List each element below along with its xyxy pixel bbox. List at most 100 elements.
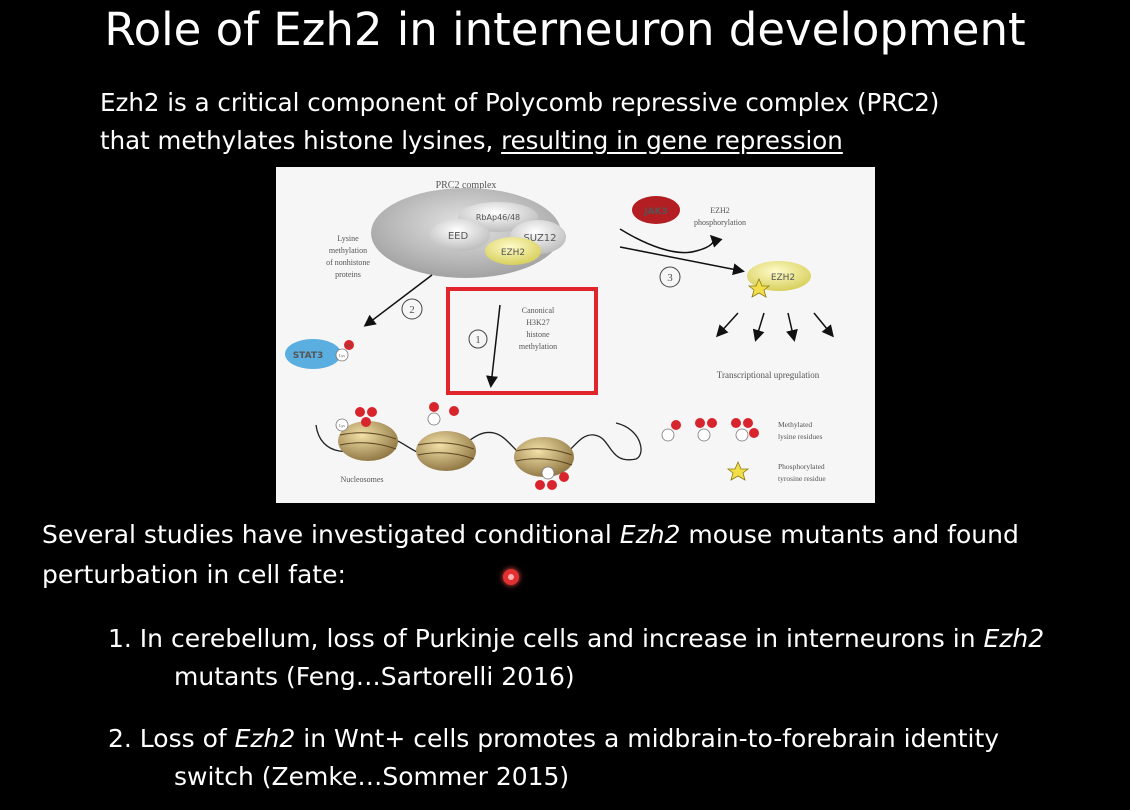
prc2-figure: PRC2 complex RbAp46/48 EED SUZ12 EZH2 Ly… <box>276 167 875 503</box>
phospho-annotation-1: EZH2 <box>710 206 730 215</box>
legend-methyl-2: lysine residues <box>778 432 822 441</box>
findings-line-2: perturbation in cell fate: <box>42 560 346 589</box>
findings-text-1: Several studies have investigated condit… <box>42 520 620 549</box>
nucleosome-3-coil <box>515 448 573 466</box>
list-item-1-number: 1. <box>108 624 132 653</box>
suz12-label: SUZ12 <box>523 233 556 244</box>
legend-me-6 <box>749 428 759 438</box>
nuc1-me-2 <box>367 407 377 417</box>
nuc3-me-2 <box>547 480 557 490</box>
left-annotation-3: of nonhistone <box>326 258 370 267</box>
slide-title: Role of Ezh2 in interneuron development <box>104 3 1026 56</box>
step-2-label: 2 <box>409 304 415 316</box>
step-3-circle <box>659 266 681 288</box>
list-item-2-line-2: switch (Zemke…Sommer 2015) <box>174 762 570 791</box>
nucleosome-1 <box>338 421 398 461</box>
ezh2-phospho-label: EZH2 <box>771 273 795 283</box>
list-item-2-text-1: Loss of <box>131 724 235 753</box>
step-2-circle <box>401 298 423 320</box>
left-annotation-1: Lysine <box>337 234 359 243</box>
canonical-annotation-4: methylation <box>519 342 557 351</box>
canonical-annotation-2: H3K27 <box>526 318 550 327</box>
nucleosome-2-coil <box>417 442 475 460</box>
list-item-2-gene: Ezh2 <box>234 724 296 753</box>
canonical-box <box>446 287 598 395</box>
upregulation-label: Transcriptional upregulation <box>717 370 820 380</box>
legend-lys-2 <box>697 428 711 442</box>
intro-line-2-plain: that methylates histone lysines, <box>100 126 502 155</box>
nuc1-lys-label: Lys <box>339 423 345 428</box>
upreg-arrow-2 <box>752 312 765 342</box>
laser-pointer-dot <box>503 569 519 585</box>
legend-phospho-2: tyrosine residue <box>778 474 826 483</box>
ezh2-label: EZH2 <box>501 248 525 258</box>
step-3-label: 3 <box>667 272 673 284</box>
findings-text-2: mouse mutants and found <box>680 520 1019 549</box>
legend-lys-3 <box>735 428 749 442</box>
nuc3-me-1 <box>535 480 545 490</box>
list-item-2: 2. Loss of Ezh2 in Wnt+ cells promotes a… <box>108 720 1128 796</box>
legend-me-5 <box>743 418 753 428</box>
legend-me-3 <box>707 418 717 428</box>
jak3-protein <box>632 196 680 224</box>
list-item-1: 1. In cerebellum, loss of Purkinje cells… <box>108 620 1128 696</box>
jak3-curved-arrow <box>619 228 723 254</box>
jak3-label: JAK3 <box>643 207 668 217</box>
intro-text: Ezh2 is a critical component of Polycomb… <box>100 84 1080 160</box>
nuc1-me-3 <box>361 417 371 427</box>
arrow-to-stat3 <box>363 274 433 327</box>
legend-star-icon <box>726 460 750 481</box>
step-1-label: 1 <box>475 334 481 346</box>
phospho-star-icon <box>747 277 771 298</box>
nuc2-lys <box>427 412 441 426</box>
list-item-2-line-1: 2. Loss of Ezh2 in Wnt+ cells promotes a… <box>108 720 1128 758</box>
upreg-arrow-1 <box>715 312 739 338</box>
list-item-1-text: In cerebellum, loss of Purkinje cells an… <box>131 624 984 653</box>
nuc2-me-2 <box>449 406 459 416</box>
nucleosome-1-coil <box>339 432 397 450</box>
nucleosome-3 <box>514 437 574 477</box>
ezh2-phospho-protein <box>747 261 811 291</box>
nuc3-lys <box>541 466 555 480</box>
legend-phospho-1: Phosphorylated <box>778 462 825 471</box>
eed-label: EED <box>448 231 469 242</box>
nuc2-me-1 <box>429 402 439 412</box>
legend-me-4 <box>731 418 741 428</box>
findings-gene-italic: Ezh2 <box>619 520 681 549</box>
findings-line-1: Several studies have investigated condit… <box>42 515 1122 555</box>
stat3-label: STAT3 <box>293 351 324 361</box>
nuc1-lys <box>335 418 349 432</box>
legend-methyl-1: Methylated <box>778 420 812 429</box>
intro-underlined-phrase: resulting in gene repression <box>501 126 843 155</box>
nuc1-me-1 <box>355 407 365 417</box>
canonical-annotation-1: Canonical <box>522 306 555 315</box>
stat3-me-mark <box>344 340 354 350</box>
legend-lys-1 <box>661 428 675 442</box>
rbap-label: RbAp46/48 <box>476 213 520 222</box>
nucleosome-2 <box>416 431 476 471</box>
stat3-protein <box>285 339 341 369</box>
eed-subunit <box>430 219 490 251</box>
left-annotation-2: methylation <box>329 246 367 255</box>
canonical-annotation-3: histone <box>526 330 550 339</box>
list-item-1-line-1: 1. In cerebellum, loss of Purkinje cells… <box>108 620 1128 658</box>
stat3-lys-residue <box>335 348 349 362</box>
ezh2-subunit <box>485 237 541 265</box>
stat3-lys-label: Lys <box>339 353 345 358</box>
step-1-circle <box>468 329 488 349</box>
canonical-arrow <box>486 304 501 388</box>
legend-me-1 <box>671 420 681 430</box>
findings-paragraph: Several studies have investigated condit… <box>42 515 1122 595</box>
nuc3-me-3 <box>559 472 569 482</box>
prc2-diagram: PRC2 complex RbAp46/48 EED SUZ12 EZH2 Ly… <box>285 180 834 490</box>
intro-line-1: Ezh2 is a critical component of Polycomb… <box>100 88 940 117</box>
nucleosomes-label: Nucleosomes <box>340 475 383 484</box>
upreg-arrow-4 <box>813 312 834 338</box>
legend-me-2 <box>695 418 705 428</box>
left-annotation-4: proteins <box>335 270 361 279</box>
intro-line-2: that methylates histone lysines, resulti… <box>100 122 1080 160</box>
list-item-2-number: 2. <box>108 724 132 753</box>
prc2-complex-label: PRC2 complex <box>436 180 497 191</box>
list-item-1-gene: Ezh2 <box>983 624 1045 653</box>
list-item-1-line-2: mutants (Feng…Sartorelli 2016) <box>174 662 575 691</box>
